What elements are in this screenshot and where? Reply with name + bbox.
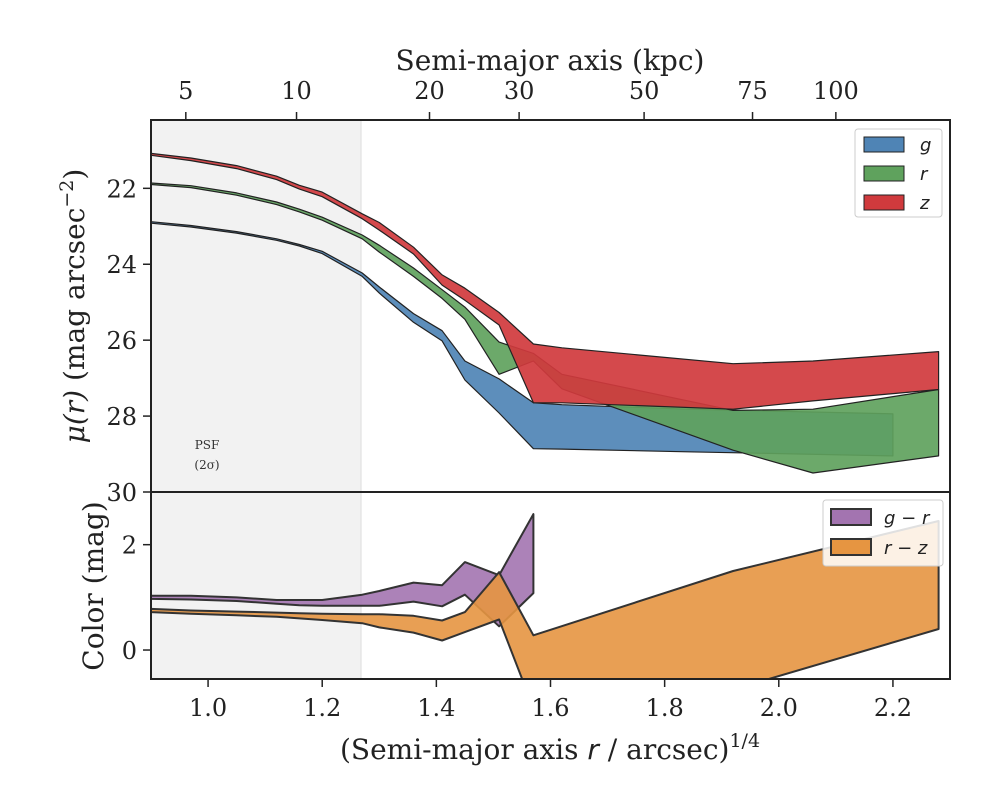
psf-region-top — [151, 120, 362, 492]
band-z — [151, 152, 940, 410]
top-x-tick-label: 50 — [629, 77, 660, 105]
bottom-y-tick-label: 0 — [122, 637, 137, 665]
psf-region-bottom — [151, 492, 362, 679]
legend-label-r-z: r − z — [884, 538, 928, 559]
bottom-x-tick-label: 1.0 — [189, 694, 227, 722]
legend-swatch-r-z — [830, 538, 872, 556]
top-y-tick-label: 24 — [106, 251, 137, 279]
bottom-x-tick-label: 1.4 — [417, 694, 455, 722]
band-r — [151, 182, 940, 474]
legend-swatch-r — [863, 165, 905, 182]
psf-sigma-label: (2σ) — [194, 458, 219, 472]
bottom-x-axis-label: (Semi-major axis r / arcsec)1/4 — [340, 730, 760, 766]
band-r-z — [151, 520, 940, 679]
top-x-tick-label: 20 — [414, 77, 445, 105]
top-x-tick-label: 75 — [737, 77, 768, 105]
top-y-tick-label: 30 — [106, 479, 137, 507]
top-x-tick-label: 10 — [281, 77, 312, 105]
axis-ticks: 22 24 26 28 30 5 10 20 30 50 75 100 0 2 1.0 1.2 1.4 1.6 1.… — [106, 77, 912, 722]
bottom-y-axis-label: Color (mag) — [77, 501, 110, 670]
top-y-tick-label: 26 — [106, 327, 137, 355]
legend-swatch-z — [863, 194, 905, 211]
band-g-r — [151, 513, 535, 628]
x-label-unit: / arcsec) — [599, 733, 730, 766]
legend-label-g: g — [920, 135, 931, 156]
legend-label-g-r: g − r — [884, 508, 931, 529]
bottom-panel-bands — [151, 513, 940, 679]
bottom-x-tick-label: 1.2 — [303, 694, 341, 722]
legend-label-r: r — [920, 164, 929, 185]
top-y-label-mu: μ(r) — [58, 390, 91, 443]
top-y-tick-label: 22 — [106, 175, 137, 203]
top-y-axis-label: μ(r) (mag arcsec−2) — [56, 169, 91, 444]
legend-label-z: z — [919, 193, 930, 214]
top-x-tick-label: 5 — [178, 77, 193, 105]
top-x-tick-label: 100 — [813, 77, 859, 105]
bottom-x-tick-label: 1.8 — [646, 694, 684, 722]
bottom-x-tick-label: 2.2 — [874, 694, 912, 722]
x-label-main: (Semi-major axis — [340, 733, 587, 766]
top-y-tick-label: 28 — [106, 403, 137, 431]
psf-label: PSF — [195, 438, 220, 452]
bottom-y-tick-label: 2 — [122, 532, 137, 560]
top-y-label-exp: −2 — [56, 180, 78, 208]
bottom-legend: g − r r − z — [822, 499, 944, 567]
x-label-var: r — [587, 733, 600, 766]
bottom-x-tick-label: 2.0 — [760, 694, 798, 722]
x-label-exp: 1/4 — [729, 730, 760, 752]
top-y-label-close: ) — [58, 169, 91, 180]
bottom-x-tick-label: 1.6 — [531, 694, 569, 722]
top-panel-bands — [151, 152, 940, 474]
legend-swatch-g-r — [830, 508, 872, 526]
top-legend: g r z — [854, 128, 943, 218]
top-x-tick-label: 30 — [504, 77, 535, 105]
top-x-axis-label: Semi-major axis (kpc) — [396, 44, 705, 77]
top-y-label-unit: (mag arcsec — [58, 208, 91, 390]
legend-swatch-g — [863, 136, 905, 153]
